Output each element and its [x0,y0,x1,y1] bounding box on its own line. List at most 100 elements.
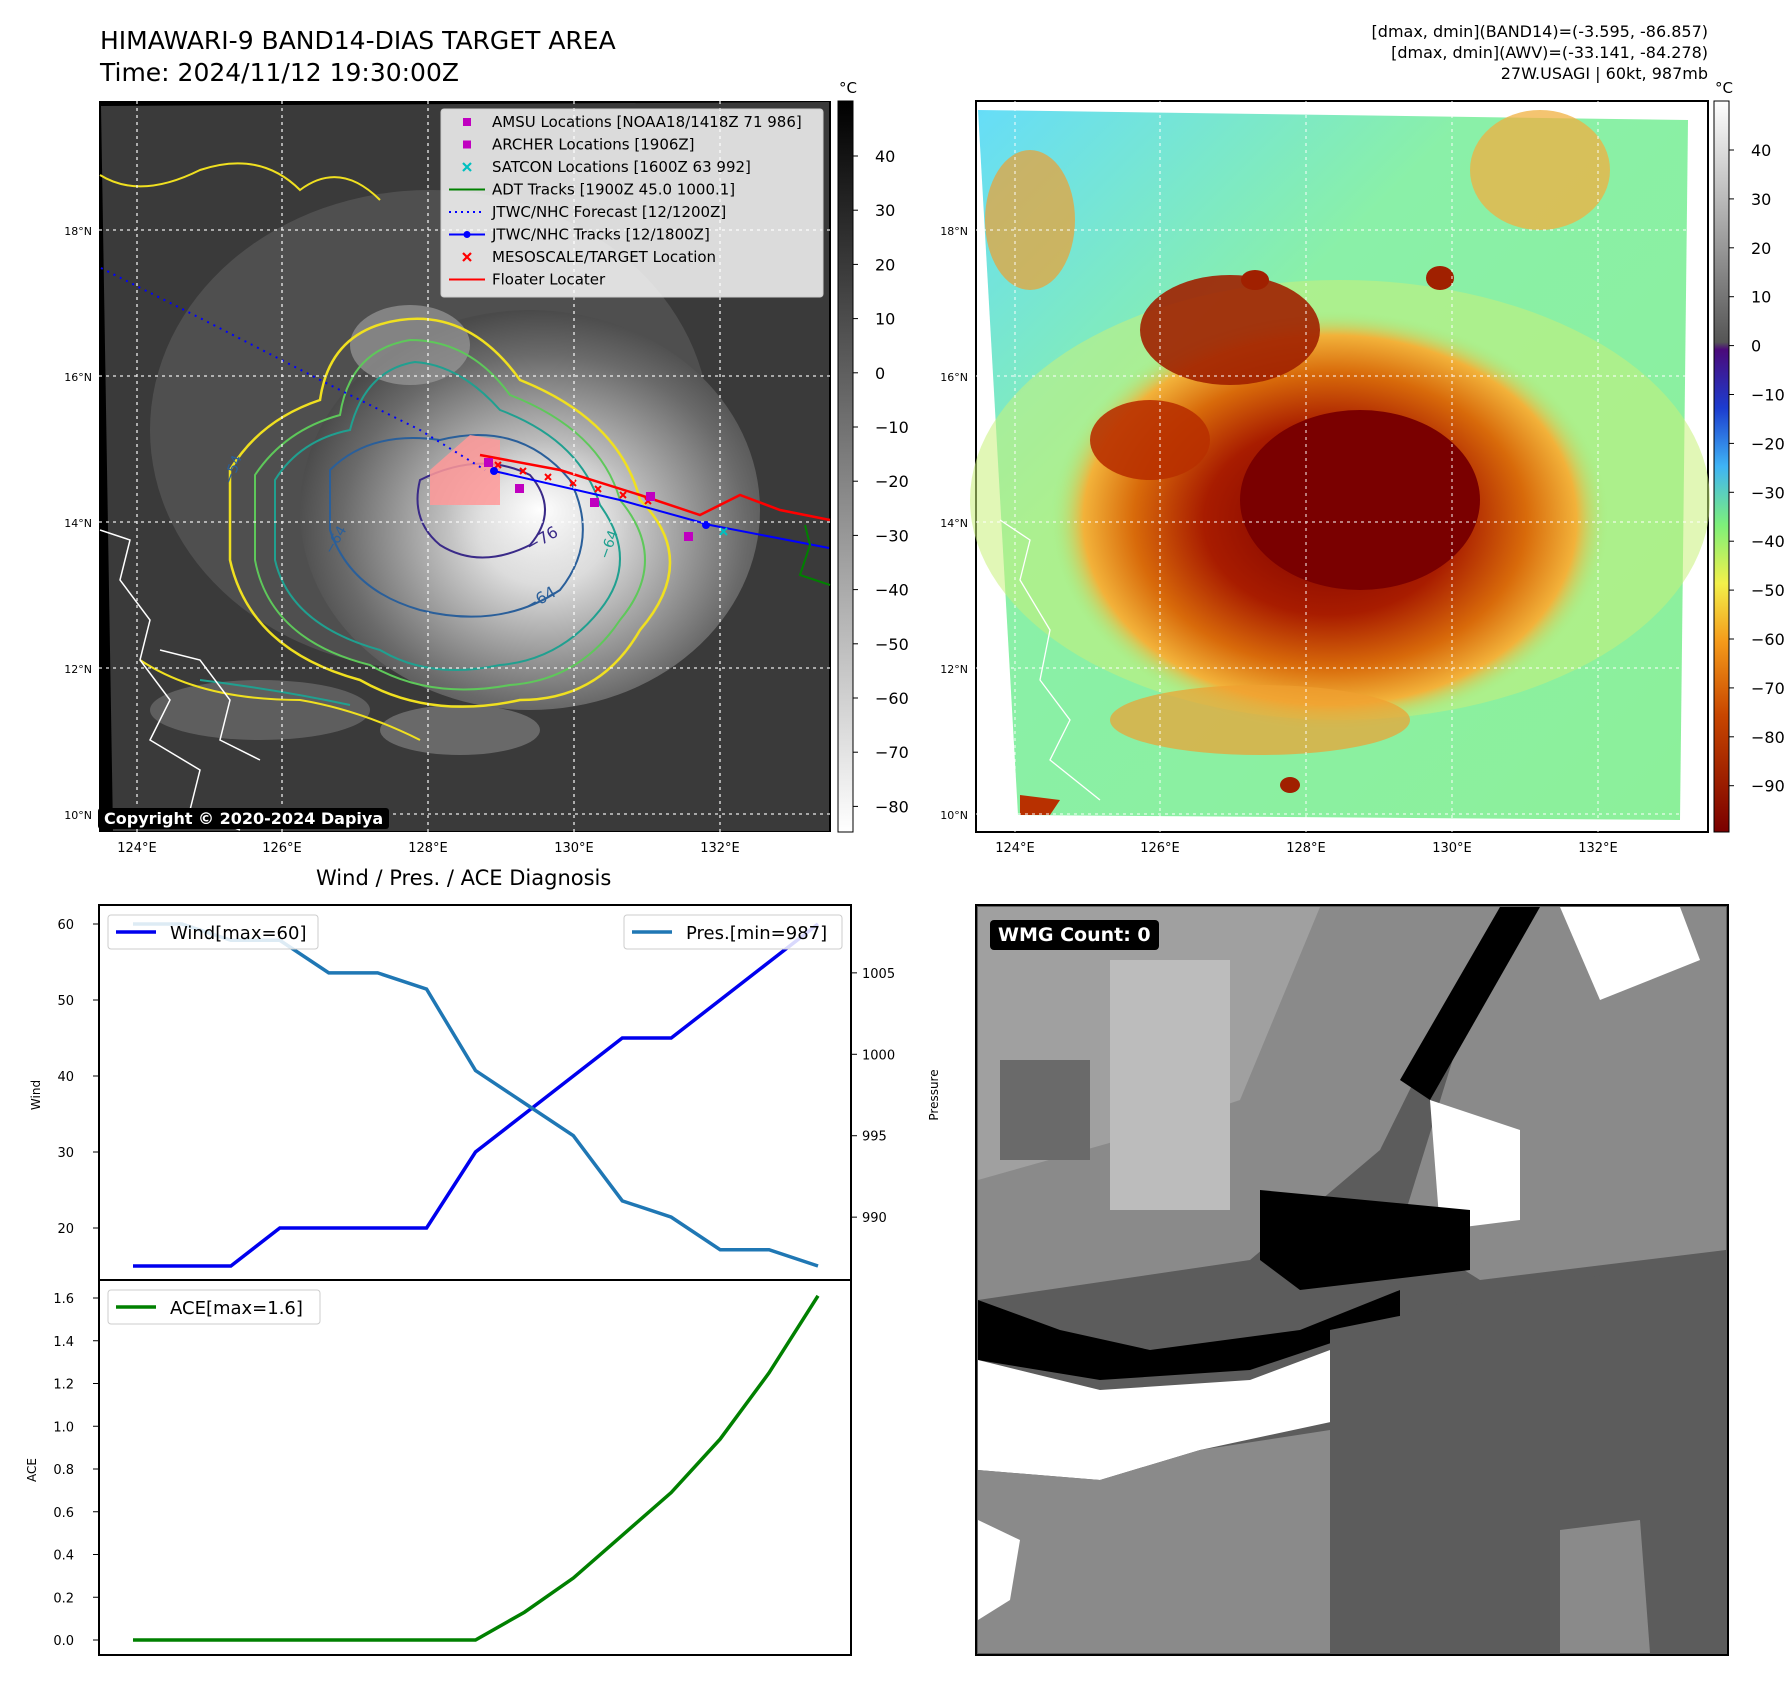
pressure-axis-label: Pressure [927,1069,941,1120]
ace-axis-label: ACE [25,1458,39,1482]
storm-info: 27W.USAGI | 60kt, 987mb [1500,64,1708,83]
legend-item: ADT Tracks [1900Z 45.0 1000.1] [449,181,735,199]
ace-legend-label: ACE[max=1.6] [170,1298,303,1319]
wmg-count-badge: WMG Count: 0 [990,920,1159,950]
ace-tick-label: 0.6 [53,1506,74,1521]
colorbar-tick-label: −10 [875,418,909,437]
colorbar-tick-label: −10 [1751,386,1785,405]
map-legend: AMSU Locations [NOAA18/1418Z 71 986] ARCH… [440,108,824,298]
ace-tick-label: 1.0 [53,1420,74,1435]
lat-tick-label: 10°N [64,809,92,822]
awv-range-info: [dmax, dmin](AWV)=(-33.141, -84.278) [1391,43,1708,62]
ace-tick-label: 1.2 [53,1378,74,1393]
lon-tick-label: 128°E [408,841,448,856]
lat-tick-label: 18°N [940,225,968,238]
band14-range-info: [dmax, dmin](BAND14)=(-3.595, -86.857) [1371,22,1708,41]
colorbar-tick-label: 30 [1751,190,1771,209]
wind-axis-label: Wind [29,1080,43,1110]
pressure-tick-label: 1005 [862,967,895,982]
lat-tick-label: 14°N [940,517,968,530]
figure-title: HIMAWARI-9 BAND14-DIAS TARGET AREA [100,26,616,55]
colorbar-tick-label: 30 [875,201,895,220]
colorbar-tick-label: −40 [875,581,909,600]
lon-tick-label: 130°E [1432,841,1472,856]
colorbar-tick-label: −60 [875,689,909,708]
lat-tick-label: 16°N [64,371,92,384]
wind-tick-label: 50 [57,994,74,1009]
ace-tick-label: 0.4 [53,1549,74,1564]
colorbar-tick-label: 10 [875,310,895,329]
colorbar-unit: °C [1715,79,1733,97]
ace-tick-label: 1.4 [53,1335,74,1350]
wind-tick-label: 40 [57,1070,74,1085]
copyright-badge: Copyright © 2020-2024 Dapiya [98,808,390,829]
lon-tick-label: 126°E [262,841,302,856]
legend-label: JTWC/NHC Tracks [12/1800Z] [491,226,710,244]
colorbar-tick-label: 0 [1751,337,1761,356]
legend-label: AMSU Locations [NOAA18/1418Z 71 986] [492,113,802,131]
colorbar-tick-label: −30 [1751,483,1785,502]
wind-tick-label: 20 [57,1222,74,1237]
ace-tick-label: 0.2 [53,1591,74,1606]
colorbar-tick-label: −40 [1751,532,1785,551]
colorbar-tick-label: −70 [1751,679,1785,698]
lat-tick-label: 16°N [940,371,968,384]
band14-colorbar: °C 40 30 20 10 0 −10 −20 −30 −40 −50 −60 −70 −80 [837,79,909,833]
legend-item: JTWC/NHC Forecast [12/1200Z] [449,203,726,221]
colorbar-tick-label: −60 [1751,630,1785,649]
colorbar-tick-label: −20 [1751,434,1785,453]
pressure-tick-label: 1000 [862,1048,895,1063]
legend-label: Floater Locater [492,271,606,289]
legend-label: JTWC/NHC Forecast [12/1200Z] [491,203,726,221]
ace-tick-label: 0.8 [53,1463,74,1478]
lat-tick-label: 14°N [64,517,92,530]
colorbar-tick-label: 20 [875,255,895,274]
legend-item: SATCON Locations [1600Z 63 992] [462,158,751,176]
wind-series-line [133,922,820,1268]
pressure-tick-label: 995 [862,1130,887,1145]
legend-item: ARCHER Locations [1906Z] [463,136,695,154]
colorbar-unit: °C [839,79,857,97]
wind-tick-label: 60 [57,918,74,933]
colorbar-tick-label: 40 [1751,141,1771,160]
lon-tick-label: 124°E [117,841,157,856]
awv-map [970,100,1710,833]
legend-label: SATCON Locations [1600Z 63 992] [492,158,751,176]
legend-marker-square [463,140,471,149]
legend-marker-dot [463,231,471,238]
legend-item: MESOSCALE/TARGET Location [462,248,716,266]
colorbar-tick-label: −70 [875,743,909,762]
wind-legend-label: Wind[max=60] [170,923,307,944]
legend-label: ADT Tracks [1900Z 45.0 1000.1] [492,181,735,199]
legend-marker-square [463,118,471,126]
lon-tick-label: 128°E [1286,841,1326,856]
lon-tick-label: 132°E [1578,841,1618,856]
lat-tick-label: 18°N [64,225,92,238]
lon-tick-label: 124°E [995,841,1035,856]
awv-colorbar: °C 40 30 20 10 0 −10 −20 −30 −40 −50 −60 −70 −80 −90 [1713,79,1785,833]
ace-series-line [133,1294,820,1642]
lon-tick-label: 126°E [1140,841,1180,856]
wmg-panel [975,904,1729,1656]
legend-item: JTWC/NHC Tracks [12/1800Z] [449,226,710,244]
colorbar-tick-label: 20 [1751,239,1771,258]
colorbar-tick-label: −30 [875,526,909,545]
lat-tick-label: 12°N [940,663,968,676]
ace-tick-label: 0.0 [53,1634,74,1649]
wind-tick-label: 30 [57,1146,74,1161]
lat-tick-label: 10°N [940,809,968,822]
legend-marker-x [462,252,472,262]
legend-item: Floater Locater [449,271,606,289]
colorbar-tick-label: 10 [1751,288,1771,307]
colorbar-tick-label: −20 [875,472,909,491]
colorbar-tick-label: 0 [875,364,885,383]
lon-tick-label: 130°E [554,841,594,856]
lon-tick-label: 132°E [700,841,740,856]
colorbar-tick-label: −80 [1751,728,1785,747]
figure-time: Time: 2024/11/12 19:30:00Z [100,58,459,87]
ace-chart: 1.6 1.4 1.2 1.0 0.8 0.6 0.4 0.2 0.0 ACE ACE[max=… [25,1279,852,1656]
legend-item: AMSU Locations [NOAA18/1418Z 71 986] [463,113,802,131]
pressure-tick-label: 990 [862,1211,887,1226]
